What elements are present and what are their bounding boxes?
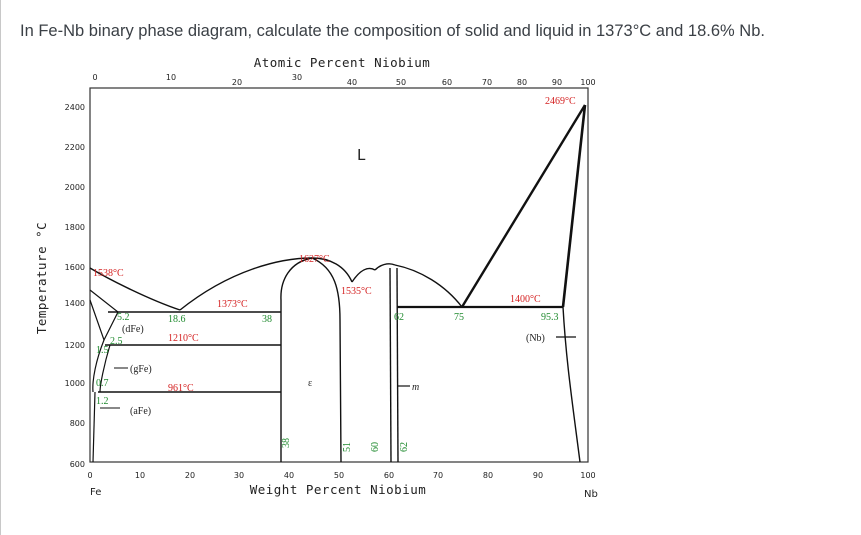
top-tick: 90 xyxy=(552,78,562,87)
top-tick: 80 xyxy=(517,78,527,87)
bottom-tick: 50 xyxy=(334,471,344,480)
y-axis-title: Temperature °C xyxy=(34,222,49,334)
label-1535: 1535°C xyxy=(341,286,372,297)
top-tick: 40 xyxy=(347,78,357,87)
delta-fe-region xyxy=(89,289,119,342)
nb-solidus-line xyxy=(561,104,587,308)
bottom-tick: 70 xyxy=(433,471,443,480)
top-tick: 20 xyxy=(232,78,242,87)
plot-frame xyxy=(89,87,589,463)
nb-phase-label: (Nb) xyxy=(526,333,545,344)
label-51: 51 xyxy=(342,442,353,452)
label-5-2: 5.2 xyxy=(117,312,130,323)
y-tick: 800 xyxy=(70,419,85,428)
label-60: 60 xyxy=(370,442,381,452)
alpha-solvus-line xyxy=(92,391,96,463)
bottom-tick: 20 xyxy=(185,471,195,480)
mu-left-boundary xyxy=(389,267,392,463)
top-tick: 30 xyxy=(292,73,302,82)
top-axis: 0 10 20 30 40 50 60 70 80 90 100 xyxy=(92,73,595,87)
bottom-tick: 40 xyxy=(284,471,294,480)
mu-right-boundary xyxy=(396,267,399,463)
top-tick: 50 xyxy=(396,78,406,87)
left-liquidus-line xyxy=(89,267,181,311)
delta-fe-label: (dFe) xyxy=(122,324,144,335)
epsilon-label: ε xyxy=(308,378,312,389)
y-axis: 2400 2200 2000 1800 1600 1400 1200 1000 … xyxy=(65,103,85,469)
gamma-fe-label: (gFe) xyxy=(130,364,152,375)
label-1-2: 1.2 xyxy=(96,396,109,407)
top-tick: 0 xyxy=(92,73,97,82)
label-0-7: 0.7 xyxy=(96,378,109,389)
bottom-tick: 90 xyxy=(533,471,543,480)
top-tick: 70 xyxy=(482,78,492,87)
bottom-tick: 30 xyxy=(234,471,244,480)
bottom-tick: 60 xyxy=(384,471,394,480)
liquid-label: L xyxy=(357,146,366,164)
question-text: In Fe-Nb binary phase diagram, calculate… xyxy=(20,22,765,40)
liquidus-bump-right xyxy=(374,263,396,271)
label-961: 961°C xyxy=(168,383,194,394)
bottom-tick: 10 xyxy=(135,471,145,480)
y-tick: 1200 xyxy=(65,341,85,350)
mu-liquidus-line xyxy=(394,264,463,308)
label-2469: 2469°C xyxy=(545,96,576,107)
nb-label: Nb xyxy=(584,489,598,500)
y-tick: 2000 xyxy=(65,183,85,192)
label-38-top: 38 xyxy=(262,314,272,325)
y-tick: 1800 xyxy=(65,223,85,232)
epsilon-right-boundary xyxy=(311,257,342,463)
y-tick: 1400 xyxy=(65,299,85,308)
bottom-tick: 80 xyxy=(483,471,493,480)
label-1373: 1373°C xyxy=(217,299,248,310)
label-62-top: 62 xyxy=(394,312,404,323)
label-1210: 1210°C xyxy=(168,333,199,344)
bottom-tick: 100 xyxy=(580,471,595,480)
label-75: 75 xyxy=(454,312,464,323)
y-tick: 2400 xyxy=(65,103,85,112)
label-95-3: 95.3 xyxy=(541,312,559,323)
bottom-axis: 0 10 20 30 40 50 60 70 80 90 100 xyxy=(87,471,595,480)
y-tick: 2200 xyxy=(65,143,85,152)
label-1627: 1627°C xyxy=(299,254,330,265)
label-1538: 1538°C xyxy=(93,268,124,279)
top-tick: 10 xyxy=(166,73,176,82)
phase-boundaries xyxy=(89,104,587,463)
label-1400: 1400°C xyxy=(510,294,541,305)
epsilon-liquidus-line xyxy=(179,257,353,311)
label-1-5: 1.5 xyxy=(96,345,109,356)
fe-label: Fe xyxy=(90,487,101,498)
y-tick: 600 xyxy=(70,460,85,469)
y-tick: 1600 xyxy=(65,263,85,272)
label-18-6: 18.6 xyxy=(168,314,186,325)
bottom-axis-title: Weight Percent Niobium xyxy=(250,482,427,497)
page-left-border xyxy=(0,0,1,535)
top-axis-title: Atomic Percent Niobium xyxy=(254,55,431,70)
mu-label: m xyxy=(412,382,419,393)
y-tick: 1000 xyxy=(65,379,85,388)
top-tick: 100 xyxy=(580,78,595,87)
liquidus-bump-left xyxy=(351,267,376,283)
alpha-fe-label: (aFe) xyxy=(130,406,151,417)
nb-solvus-line xyxy=(562,306,581,463)
label-2-5: 2.5 xyxy=(110,336,123,347)
nb-liquidus-line xyxy=(460,104,587,308)
epsilon-left-boundary xyxy=(280,257,313,462)
top-tick: 60 xyxy=(442,78,452,87)
gamma-loop-left xyxy=(92,339,105,393)
label-38-bottom: 38 xyxy=(281,438,292,448)
bottom-tick: 0 xyxy=(87,471,92,480)
gamma-loop-right xyxy=(99,344,111,393)
label-62-bottom: 62 xyxy=(399,442,410,452)
